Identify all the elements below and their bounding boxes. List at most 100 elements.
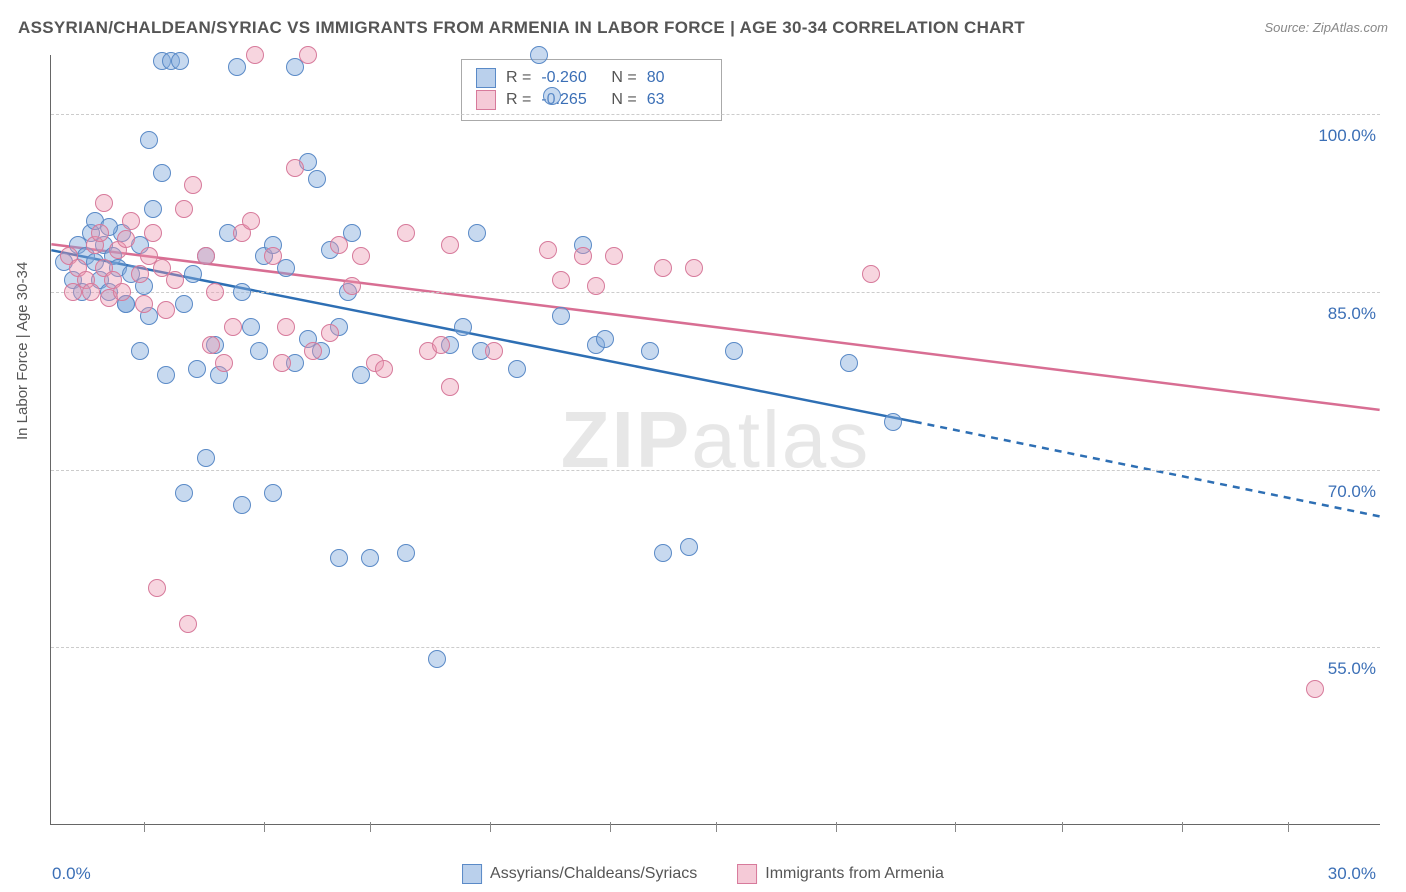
data-point [246,46,264,64]
y-axis-title: In Labor Force | Age 30-34 [14,262,31,440]
r-label: R = [506,69,531,87]
data-point [862,265,880,283]
data-point [224,318,242,336]
stats-row-pink: R = -0.265 N = 63 [476,90,707,110]
data-point [840,354,858,372]
data-point [441,236,459,254]
x-tick [370,822,371,832]
n-value-blue: 80 [647,69,707,87]
data-point [157,366,175,384]
legend-label-pink: Immigrants from Armenia [765,865,944,883]
data-point [166,271,184,289]
data-point [242,212,260,230]
data-point [596,330,614,348]
x-tick [955,822,956,832]
data-point [552,307,570,325]
legend-label-blue: Assyrians/Chaldeans/Syriacs [490,865,697,883]
data-point [304,342,322,360]
data-point [552,271,570,289]
n-label: N = [611,69,636,87]
data-point [202,336,220,354]
data-point [64,283,82,301]
data-point [197,247,215,265]
data-point [1306,680,1324,698]
data-point [95,194,113,212]
data-point [82,283,100,301]
regression-lines-svg [51,55,1380,824]
x-tick [610,822,611,832]
r-label: R = [506,91,531,109]
x-tick [1062,822,1063,832]
data-point [375,360,393,378]
gridline [51,470,1380,471]
data-point [184,176,202,194]
data-point [485,342,503,360]
x-axis-max-label: 30.0% [1328,864,1376,884]
data-point [321,324,339,342]
data-point [286,159,304,177]
data-point [188,360,206,378]
stats-row-blue: R = -0.260 N = 80 [476,68,707,88]
plot-area: ZIPatlas R = -0.260 N = 80 R = -0.265 N … [50,55,1380,825]
data-point [233,496,251,514]
gridline [51,647,1380,648]
data-point [641,342,659,360]
data-point [153,164,171,182]
swatch-blue-icon [462,864,482,884]
data-point [352,247,370,265]
data-point [361,549,379,567]
data-point [605,247,623,265]
data-point [91,224,109,242]
x-tick [836,822,837,832]
data-point [468,224,486,242]
data-point [884,413,902,431]
data-point [144,224,162,242]
data-point [264,484,282,502]
x-tick [144,822,145,832]
r-value-blue: -0.260 [541,69,601,87]
legend-item-blue: Assyrians/Chaldeans/Syriacs [462,864,697,884]
data-point [508,360,526,378]
data-point [397,224,415,242]
x-tick [1288,822,1289,832]
data-point [175,200,193,218]
data-point [175,295,193,313]
gridline [51,114,1380,115]
data-point [273,354,291,372]
data-point [330,549,348,567]
watermark: ZIPatlas [561,394,870,486]
bottom-legend: Assyrians/Chaldeans/Syriacs Immigrants f… [462,864,944,884]
data-point [228,58,246,76]
data-point [343,277,361,295]
y-tick-label: 55.0% [1328,659,1382,679]
data-point [117,230,135,248]
data-point [233,283,251,301]
data-point [397,544,415,562]
x-tick [490,822,491,832]
stats-legend-box: R = -0.260 N = 80 R = -0.265 N = 63 [461,59,722,121]
data-point [685,259,703,277]
data-point [428,650,446,668]
swatch-pink-icon [476,90,496,110]
x-axis-min-label: 0.0% [52,864,91,884]
data-point [432,336,450,354]
n-label: N = [611,91,636,109]
y-tick-label: 70.0% [1328,482,1382,502]
data-point [122,212,140,230]
n-value-pink: 63 [647,91,707,109]
data-point [308,170,326,188]
y-tick-label: 85.0% [1328,304,1382,324]
data-point [157,301,175,319]
data-point [113,283,131,301]
data-point [135,295,153,313]
data-point [131,265,149,283]
data-point [175,484,193,502]
data-point [140,131,158,149]
source-attribution: Source: ZipAtlas.com [1264,20,1388,35]
swatch-pink-icon [737,864,757,884]
chart-title: ASSYRIAN/CHALDEAN/SYRIAC VS IMMIGRANTS F… [18,18,1025,38]
data-point [330,236,348,254]
data-point [144,200,162,218]
data-point [242,318,260,336]
data-point [539,241,557,259]
